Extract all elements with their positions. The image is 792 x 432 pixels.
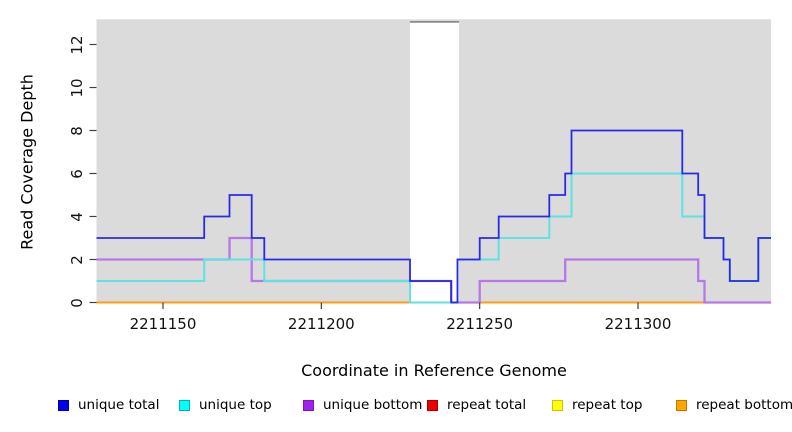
y-tick-label: 0 [68, 297, 86, 308]
y-tick-label: 4 [68, 211, 86, 222]
axis-ticks-layer [89, 43, 639, 309]
x-tick-label: 2211150 [129, 315, 197, 333]
y-tick-label: 2 [68, 254, 86, 265]
series-unique-bottom-line [96, 236, 771, 304]
x-tick-label: 2211300 [604, 315, 672, 333]
x-axis-title: Coordinate in Reference Genome [301, 361, 567, 380]
x-tick-label: 2211200 [287, 315, 355, 333]
y-tick-label: 6 [68, 168, 86, 179]
y-axis-title: Read Coverage Depth [17, 74, 37, 250]
series-lines-layer [96, 129, 771, 304]
plot-background-layer [96, 19, 771, 303]
y-tick-label: 10 [68, 77, 86, 98]
series-unique-total-line [96, 129, 771, 304]
y-tick-label: 12 [68, 34, 86, 55]
y-tick-label: 8 [68, 125, 86, 136]
x-tick-label: 2211250 [446, 315, 514, 333]
coverage-gap-band [410, 21, 460, 303]
